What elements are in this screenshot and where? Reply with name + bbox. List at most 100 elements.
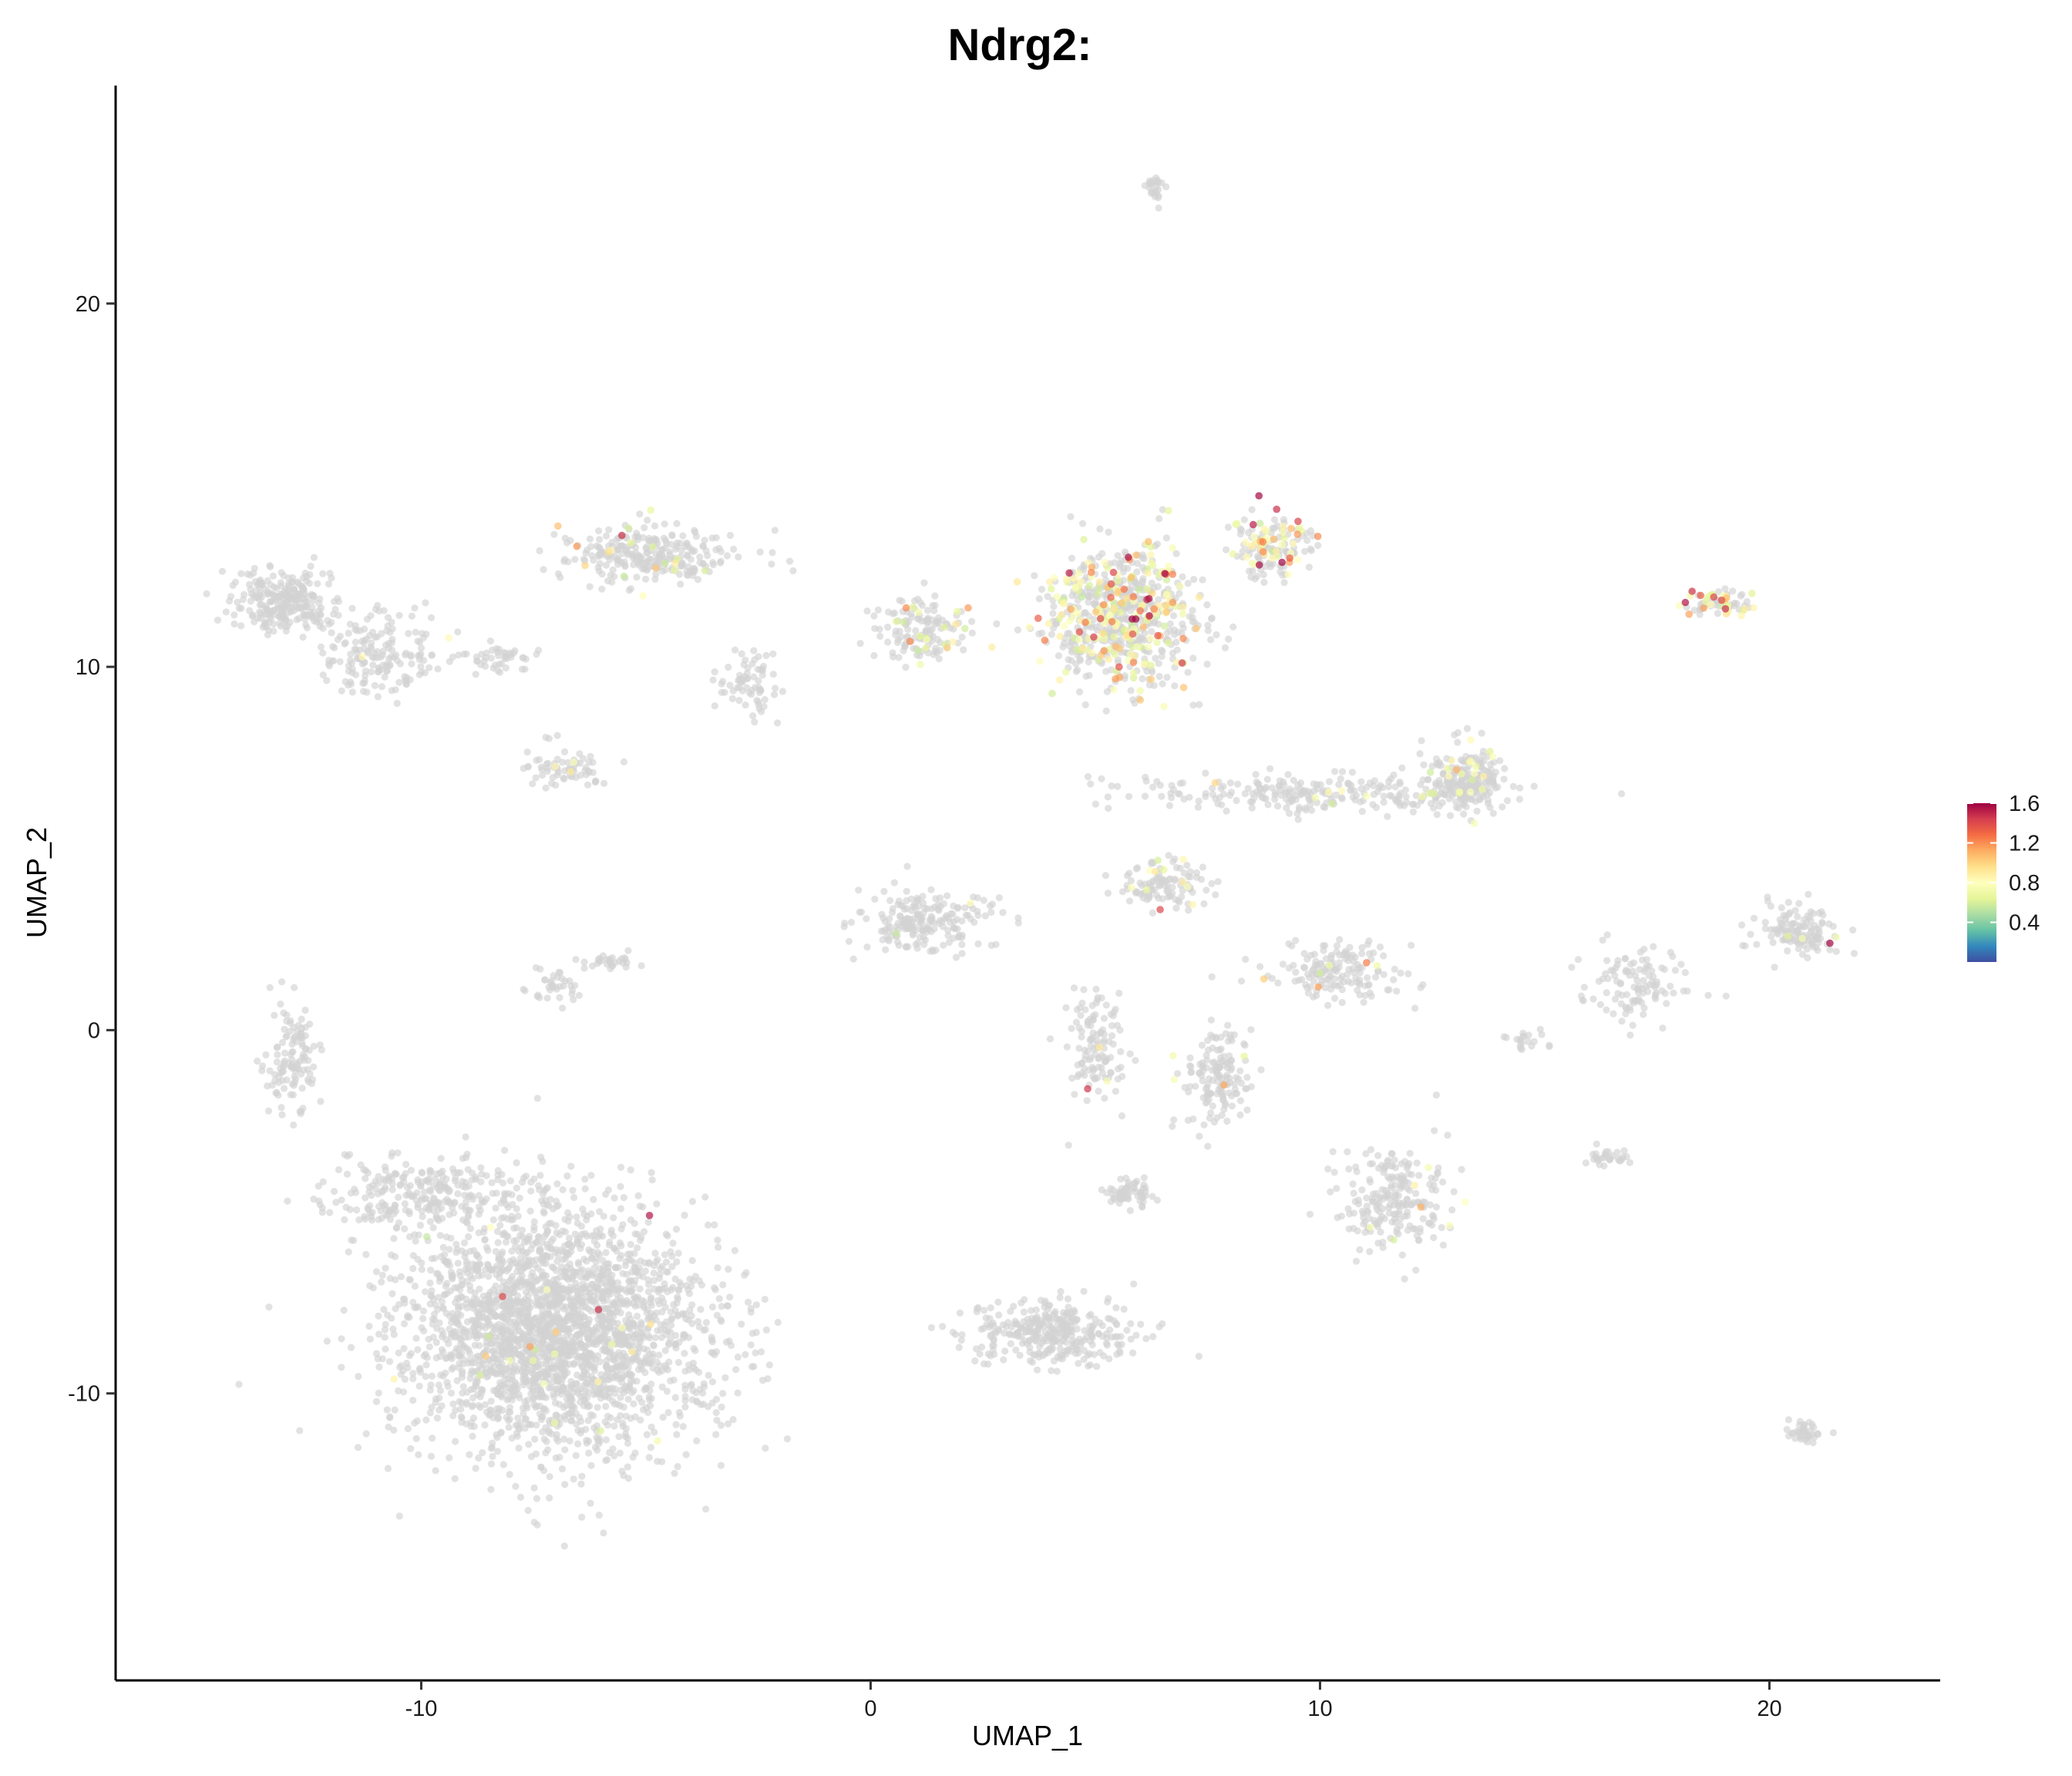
cell-point <box>577 1322 585 1330</box>
cell-point <box>1347 785 1355 793</box>
cell-point <box>609 1445 617 1453</box>
cell-point <box>560 982 567 990</box>
cell-point <box>730 545 738 553</box>
cell-point <box>543 1243 552 1251</box>
cell-point <box>388 1290 396 1297</box>
cell-point <box>522 1256 530 1264</box>
cell-point <box>774 1318 782 1327</box>
cell-point <box>533 1095 541 1102</box>
cell-point <box>600 1529 607 1537</box>
cell-point <box>468 1403 476 1411</box>
cell-point <box>515 1445 523 1452</box>
cell-point <box>493 1431 500 1438</box>
cell-point <box>523 748 531 756</box>
cell-point <box>462 1295 470 1303</box>
cell-point <box>742 1350 749 1358</box>
cell-point <box>1509 782 1517 790</box>
cell-point <box>290 1036 298 1044</box>
cell-point <box>1250 795 1258 802</box>
cell-point <box>458 1202 466 1210</box>
cell-point <box>545 735 553 742</box>
cell-point <box>620 758 628 766</box>
cell-point <box>696 559 704 567</box>
cell-point <box>693 1398 701 1406</box>
cell-point <box>508 1191 516 1199</box>
cell-point <box>513 1268 521 1276</box>
cell-point <box>1084 773 1092 781</box>
cell-point <box>1179 620 1186 628</box>
cell-point <box>1314 542 1322 550</box>
cell-point <box>645 1260 653 1267</box>
cell-point <box>459 1383 467 1391</box>
cell-point <box>617 1411 624 1420</box>
cell-point <box>621 563 629 570</box>
cell-point <box>536 1172 544 1179</box>
cell-point <box>595 567 603 575</box>
cell-point <box>506 1324 513 1331</box>
cell-point <box>600 779 608 787</box>
cell-point <box>923 620 931 627</box>
cell-point <box>1245 567 1253 575</box>
cell-point <box>718 1303 725 1310</box>
cell-point <box>293 596 301 604</box>
cell-point <box>930 607 938 614</box>
cell-point <box>634 1301 642 1309</box>
cell-point <box>508 1247 516 1255</box>
cell-point <box>348 604 356 612</box>
cell-point <box>674 1312 681 1320</box>
cell-point <box>472 671 479 678</box>
cell-point <box>533 1374 540 1382</box>
cell-point <box>419 1178 426 1186</box>
cell-point <box>1159 648 1166 655</box>
cell-point <box>249 611 257 619</box>
cell-point <box>513 1429 520 1438</box>
cell-point <box>446 1287 455 1295</box>
cell-point <box>572 1451 580 1459</box>
cell-point <box>578 1513 586 1521</box>
cell-point <box>760 703 768 711</box>
cell-point <box>412 1334 420 1342</box>
cell-point <box>636 1202 644 1210</box>
cell-point <box>570 996 577 1004</box>
cell-point <box>644 549 652 557</box>
cell-point <box>566 977 574 985</box>
cell-point <box>697 1306 705 1314</box>
cell-point <box>610 1214 617 1222</box>
cell-point <box>546 1494 553 1502</box>
cell-point <box>712 1408 720 1417</box>
cell-point <box>317 1098 325 1105</box>
cell-point <box>700 1380 708 1388</box>
cell-point <box>1223 807 1230 815</box>
cell-point <box>696 1385 704 1394</box>
cell-point <box>617 1394 624 1401</box>
cell-point <box>522 1374 530 1381</box>
cell-point <box>436 1232 444 1240</box>
cell-point <box>564 1217 572 1225</box>
cell-point <box>1166 802 1173 809</box>
cell-point <box>1068 657 1075 664</box>
cell-point <box>1081 609 1089 617</box>
cell-point <box>270 627 278 635</box>
cell-point <box>375 1312 382 1320</box>
cell-point <box>543 994 551 1002</box>
cell-point <box>567 1409 575 1417</box>
cell-point <box>485 1291 493 1299</box>
cell-point <box>301 569 309 577</box>
cell-point <box>563 1390 571 1398</box>
cell-point <box>717 548 725 556</box>
cell-point <box>414 1346 422 1354</box>
cell-point <box>256 601 264 609</box>
cell-point <box>589 1351 597 1359</box>
cell-point <box>524 1396 532 1404</box>
cell-point <box>400 1320 409 1327</box>
cell-point <box>481 1236 489 1244</box>
cell-point <box>1127 687 1135 695</box>
cell-point <box>428 651 436 659</box>
cell-point <box>375 1216 382 1223</box>
cell-point <box>642 1354 650 1361</box>
cell-point <box>769 549 776 557</box>
cell-point <box>617 1340 624 1348</box>
cell-point <box>214 616 222 624</box>
cell-point <box>649 536 657 544</box>
cell-point <box>651 1428 658 1436</box>
